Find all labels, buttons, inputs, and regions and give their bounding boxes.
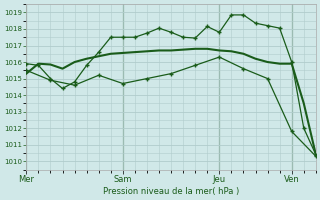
X-axis label: Pression niveau de la mer( hPa ): Pression niveau de la mer( hPa ) (103, 187, 239, 196)
